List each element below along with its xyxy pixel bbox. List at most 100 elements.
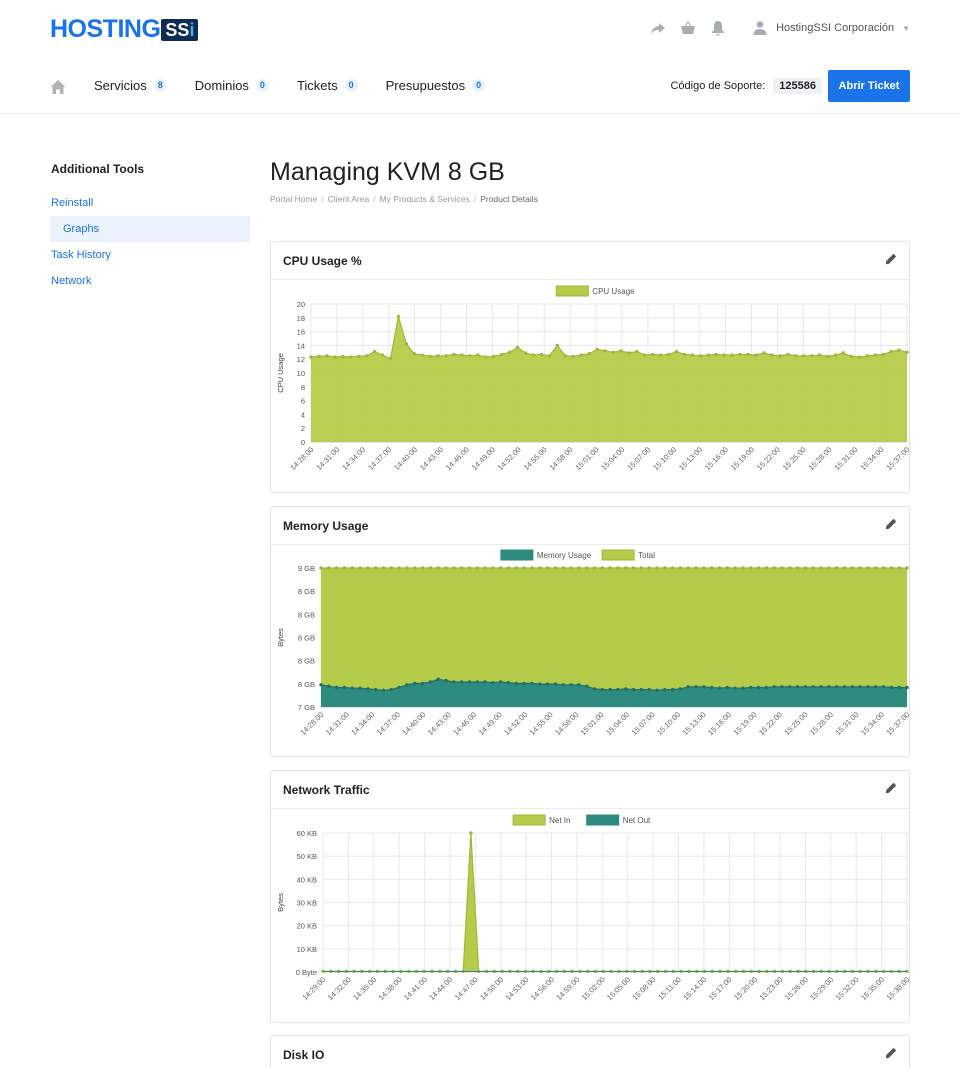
breadcrumb-item[interactable]: Portal Home — [270, 194, 318, 204]
data-point — [467, 566, 472, 570]
data-point — [309, 355, 313, 359]
x-tick-label: 15:14:00 — [681, 975, 708, 1002]
data-point — [350, 686, 354, 690]
x-tick-label: 14:41:00 — [402, 975, 429, 1002]
data-point — [873, 353, 877, 357]
data-point — [357, 354, 361, 359]
data-point — [514, 566, 518, 570]
data-point — [317, 354, 321, 359]
data-point — [857, 355, 861, 359]
x-tick-label: 14:44:00 — [427, 975, 454, 1002]
data-point — [545, 682, 550, 686]
data-point — [710, 685, 714, 690]
data-point — [452, 566, 456, 570]
data-point — [803, 566, 808, 570]
sidebar-item-task-history[interactable]: Task History — [51, 249, 111, 261]
y-tick-label: 6 — [301, 397, 305, 406]
data-point — [459, 680, 464, 684]
main-nav: Servicios 8 Dominios 0 Tickets 0 Presupu… — [0, 62, 960, 114]
brand-logo[interactable]: HOSTING SSi — [50, 16, 199, 42]
logo-badge: SSi — [161, 19, 199, 41]
data-point — [678, 566, 683, 570]
data-point — [639, 566, 643, 570]
data-point — [467, 680, 472, 684]
panel-header: CPU Usage % — [271, 242, 909, 280]
open-ticket-button[interactable]: Abrir Ticket — [828, 70, 910, 102]
basket-icon[interactable] — [680, 20, 696, 36]
home-icon[interactable] — [50, 79, 66, 95]
cpu-usage-panel: CPU Usage % 14:28:00 14:31:00 14:34:00 14:3… — [270, 241, 910, 493]
bell-icon[interactable] — [710, 20, 726, 36]
nav-item-dominios[interactable]: Dominios 0 — [195, 78, 269, 93]
data-point — [835, 685, 839, 689]
sidebar-item-reinstall[interactable]: Reinstall — [51, 197, 94, 209]
data-point — [889, 685, 894, 690]
data-point — [547, 354, 552, 358]
data-point — [770, 353, 774, 357]
data-point — [436, 677, 440, 681]
nav-item-servicios[interactable]: Servicios 8 — [94, 78, 167, 93]
y-tick-label: 18 — [297, 314, 305, 323]
nav-item-presupuestos[interactable]: Presupuestos 0 — [386, 78, 486, 93]
pencil-icon[interactable] — [885, 1046, 897, 1064]
sidebar-item-network[interactable]: Network — [51, 275, 92, 287]
data-point — [499, 566, 503, 570]
data-point — [595, 347, 599, 352]
panel-title: Network Traffic — [283, 782, 370, 797]
data-point — [484, 355, 488, 359]
data-point — [897, 685, 901, 690]
y-tick-label: 0 Byte — [296, 968, 317, 977]
y-tick-label: 20 KB — [297, 922, 317, 931]
data-point — [643, 353, 647, 357]
x-tick-label: 15:11:00 — [656, 975, 683, 1002]
data-point — [608, 687, 612, 692]
data-point — [538, 566, 542, 570]
nav-item-tickets[interactable]: Tickets 0 — [297, 78, 358, 93]
data-point — [772, 685, 776, 689]
breadcrumb-separator: / — [473, 194, 477, 204]
data-point — [889, 349, 893, 354]
x-tick-label: 14:31:00 — [314, 445, 341, 472]
data-point — [655, 566, 659, 570]
data-point — [663, 566, 667, 570]
data-point — [835, 566, 839, 570]
x-tick-label: 14:31:00 — [324, 710, 351, 737]
data-point — [372, 349, 377, 354]
data-point — [881, 566, 886, 570]
data-point — [786, 352, 790, 357]
data-point — [420, 681, 425, 686]
legend-label: Total — [638, 551, 655, 560]
breadcrumb-item[interactable]: My Products & Services — [379, 194, 470, 204]
y-axis-label: CPU Usage — [276, 353, 285, 393]
data-point — [725, 566, 729, 570]
data-point — [388, 356, 393, 361]
data-point — [702, 566, 706, 570]
x-tick-label: 15:31:00 — [833, 710, 860, 737]
data-point — [659, 353, 663, 357]
data-point — [666, 352, 671, 357]
x-tick-label: 15:13:00 — [681, 710, 708, 737]
data-point — [702, 685, 706, 689]
data-point — [553, 682, 558, 686]
nav-count-badge: 0 — [472, 79, 486, 92]
data-point — [627, 351, 631, 355]
user-menu[interactable]: HostingSSI Corporación ▼ — [752, 20, 910, 36]
x-tick-label: 15:07:00 — [630, 710, 657, 737]
breadcrumb-item[interactable]: Client Area — [327, 194, 370, 204]
data-point — [405, 566, 409, 570]
data-point — [428, 680, 433, 684]
support-code: Código de Soporte: 125586 — [670, 78, 822, 94]
pencil-icon[interactable] — [885, 517, 897, 535]
data-point — [686, 566, 690, 570]
data-point — [561, 566, 565, 570]
pencil-icon[interactable] — [885, 781, 897, 799]
disk-io-panel: Disk IO — [270, 1035, 910, 1068]
data-point — [849, 354, 854, 359]
pencil-icon[interactable] — [885, 252, 897, 270]
x-tick-label: 15:10:00 — [655, 710, 682, 737]
data-point — [608, 566, 612, 570]
y-tick-label: 4 — [301, 410, 305, 419]
x-tick-label: 14:29:00 — [300, 975, 327, 1002]
sidebar-item-graphs[interactable]: Graphs — [50, 216, 250, 242]
share-icon[interactable] — [650, 20, 666, 36]
